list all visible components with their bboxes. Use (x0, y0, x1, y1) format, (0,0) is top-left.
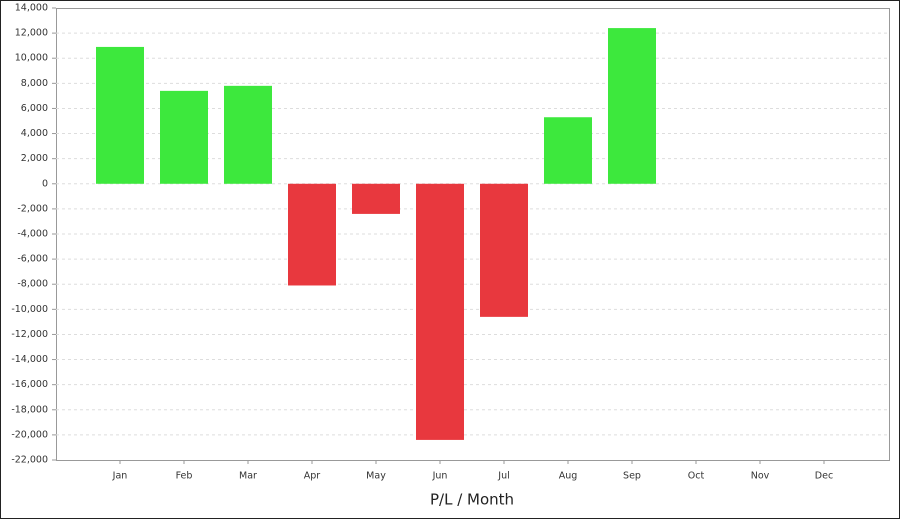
y-tick-label: 10,000 (15, 53, 48, 64)
bar (480, 183, 528, 317)
x-tick-label: May (366, 471, 386, 482)
x-tick-label: Mar (239, 471, 257, 482)
y-tick-label: -6,000 (17, 254, 48, 265)
bar (96, 46, 144, 184)
y-tick-label: -18,000 (11, 404, 48, 415)
y-tick-label: -22,000 (11, 455, 48, 466)
y-tick-label: 12,000 (15, 28, 48, 39)
x-tick-label: Oct (688, 471, 705, 482)
y-tick-label: 8,000 (21, 78, 48, 89)
x-tick-label: Jan (112, 471, 128, 482)
y-tick-label: -8,000 (17, 279, 48, 290)
y-tick-label: -12,000 (11, 329, 48, 340)
y-tick-label: -14,000 (11, 354, 48, 365)
y-tick-label: 6,000 (21, 103, 48, 114)
bar (544, 117, 592, 184)
x-tick-label: Apr (304, 471, 321, 482)
y-tick-label: -2,000 (17, 203, 48, 214)
bar (608, 28, 656, 184)
y-tick-label: 4,000 (21, 128, 48, 139)
x-tick-label: Jun (432, 471, 448, 482)
y-tick-label: -10,000 (11, 304, 48, 315)
x-tick-label: Feb (176, 471, 193, 482)
x-tick-label: Dec (815, 471, 833, 482)
x-tick-label: Aug (559, 471, 578, 482)
bar (416, 183, 464, 440)
y-tick-label: -20,000 (11, 429, 48, 440)
bar (288, 183, 336, 286)
x-axis-title: P/L / Month (430, 491, 514, 509)
y-tick-label: 14,000 (15, 3, 48, 14)
bar (352, 183, 400, 214)
y-tick-label: -16,000 (11, 379, 48, 390)
bar (224, 85, 272, 184)
bar (160, 90, 208, 184)
x-tick-label: Nov (751, 471, 770, 482)
y-tick-label: 0 (42, 178, 48, 189)
x-tick-label: Jul (497, 471, 509, 482)
y-tick-label: 2,000 (21, 153, 48, 164)
y-tick-label: -4,000 (17, 229, 48, 240)
x-tick-label: Sep (623, 471, 641, 482)
